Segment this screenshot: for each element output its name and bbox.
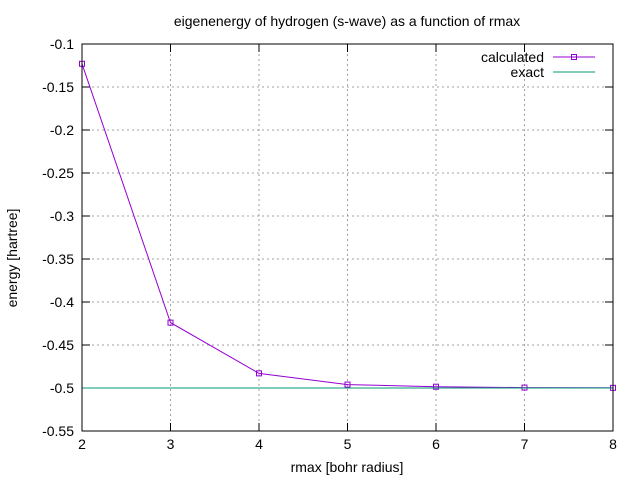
x-tick-label: 6 (432, 436, 440, 452)
y-tick-label: -0.55 (42, 423, 74, 439)
y-tick-label: -0.15 (42, 79, 74, 95)
gridlines (82, 44, 613, 431)
calculated-point (167, 319, 174, 326)
calculated-point (256, 370, 262, 377)
axis-ticks: 2 3 4 5 6 7 8 -0.1 -0.15 -0.2 -0.25 -0.3 -0.35 -0.4 -0… (42, 36, 617, 452)
calculated-point (433, 383, 439, 390)
calculated-point (344, 381, 351, 388)
y-tick-label: -0.5 (50, 380, 74, 396)
legend-label: calculated (481, 49, 544, 65)
chart-title: eigenenergy of hydrogen (s-wave) as a fu… (174, 13, 520, 29)
x-tick-label: 2 (78, 436, 86, 452)
x-tick-label: 8 (609, 436, 617, 452)
x-tick-label: 4 (255, 436, 263, 452)
x-tick-label: 7 (521, 436, 529, 452)
y-tick-label: -0.45 (42, 337, 74, 353)
y-tick-label: -0.4 (50, 294, 74, 310)
legend-label: exact (511, 64, 545, 80)
y-tick-label: -0.2 (50, 122, 74, 138)
y-tick-label: -0.3 (50, 208, 74, 224)
x-axis-label: rmax [bohr radius] (291, 459, 404, 475)
x-tick-label: 5 (344, 436, 352, 452)
x-tick-label: 3 (167, 436, 175, 452)
plot-frame (81, 43, 614, 432)
y-tick-label: -0.1 (50, 36, 74, 52)
y-axis-label: energy [hartree] (4, 209, 20, 308)
y-tick-label: -0.35 (42, 251, 74, 267)
legend-marker (571, 54, 577, 60)
y-tick-label: -0.25 (42, 165, 74, 181)
